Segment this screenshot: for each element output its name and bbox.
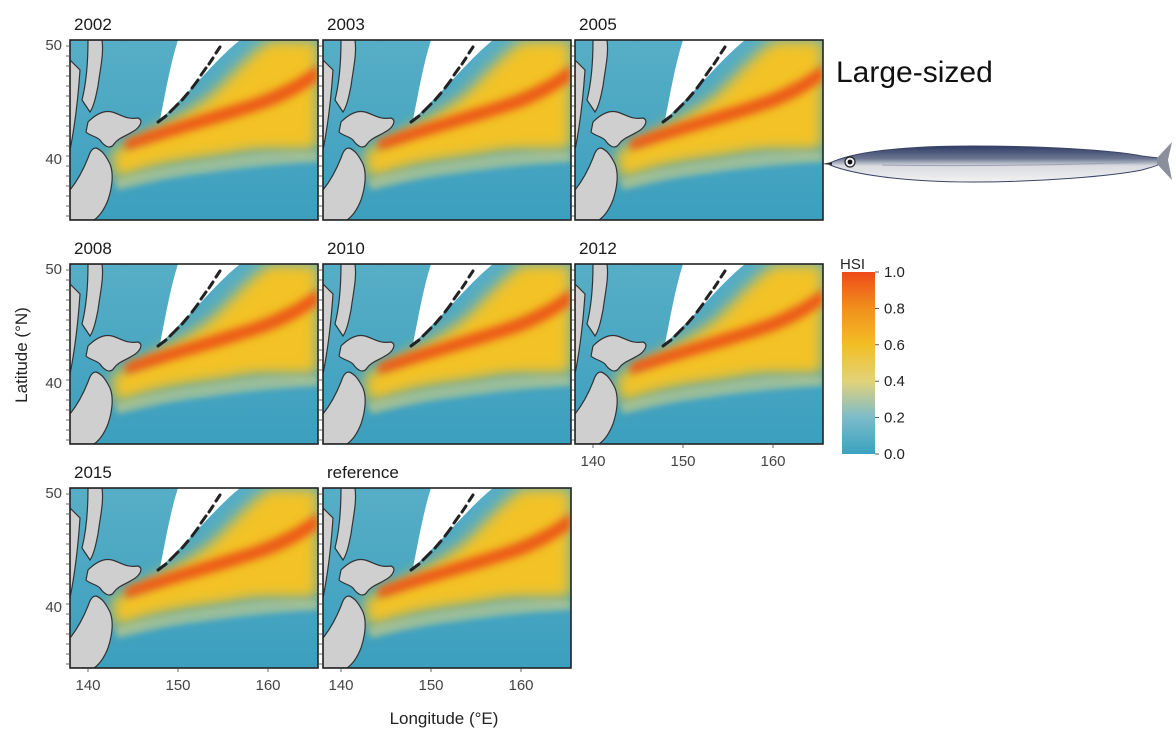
- species-label: Large-sized: [836, 56, 993, 89]
- colorbar-tick-label: 0.8: [884, 300, 905, 317]
- y-tick-label: 50: [45, 485, 62, 502]
- habitat-map: [70, 40, 318, 220]
- y-tick-label: 40: [45, 599, 62, 616]
- habitat-map: [323, 40, 571, 220]
- colorbar-title: HSI: [840, 256, 865, 273]
- panel-border: [69, 487, 319, 669]
- habitat-map: [70, 264, 318, 444]
- x-tick-label: 150: [418, 677, 443, 694]
- colorbar-tick-label: 0.4: [884, 373, 905, 390]
- x-axis-title: Longitude (°E): [390, 709, 499, 728]
- panel-border: [69, 263, 319, 445]
- panel-border: [322, 487, 572, 669]
- map-panel: 2003: [319, 15, 572, 221]
- y-tick-label: 40: [45, 375, 62, 392]
- map-panel: 2015 50 40 140 150 160: [45, 463, 319, 694]
- y-tick-label: 40: [45, 151, 62, 168]
- colorbar-tick-label: 0.2: [884, 410, 905, 427]
- panel-border: [69, 39, 319, 221]
- map-panel: 2005: [571, 15, 824, 221]
- x-tick-label: 140: [328, 677, 353, 694]
- habitat-map: [70, 488, 318, 668]
- panels-layer: 2002 50 40 2003 2005 2008 50 40 2010 2012 140 150 16…: [45, 15, 824, 694]
- panel-title: 2003: [327, 15, 365, 34]
- panel-title: 2012: [579, 239, 617, 258]
- panel-border: [322, 263, 572, 445]
- colorbar-ticks: 1.0 0.8 0.6 0.4 0.2 0.0: [875, 264, 905, 463]
- panel-border: [574, 39, 824, 221]
- y-tick-label: 50: [45, 37, 62, 54]
- habitat-map: [575, 40, 823, 220]
- saury-fish-icon: [822, 142, 1172, 183]
- panel-title: 2005: [579, 15, 617, 34]
- x-tick-label: 140: [75, 677, 100, 694]
- x-tick-label: 150: [165, 677, 190, 694]
- panel-title: 2008: [74, 239, 112, 258]
- x-tick-label: 150: [670, 453, 695, 470]
- colorbar-gradient: [842, 272, 875, 454]
- habitat-map: [323, 488, 571, 668]
- colorbar-tick-label: 1.0: [884, 264, 905, 281]
- map-panel: 2010: [319, 239, 572, 445]
- panel-title: reference: [327, 463, 399, 482]
- panel-title: 2010: [327, 239, 365, 258]
- y-axis-title: Latitude (°N): [12, 307, 31, 403]
- habitat-map: [575, 264, 823, 444]
- panel-title: 2015: [74, 463, 112, 482]
- colorbar: HSI 1.0 0.8 0.6 0.4 0.2 0.0: [840, 256, 905, 463]
- y-tick-label: 50: [45, 261, 62, 278]
- panel-border: [574, 263, 824, 445]
- x-tick-label: 140: [580, 453, 605, 470]
- x-tick-label: 160: [508, 677, 533, 694]
- colorbar-tick-label: 0.0: [884, 446, 905, 463]
- map-panel: 2008 50 40: [45, 239, 319, 445]
- x-tick-label: 160: [760, 453, 785, 470]
- colorbar-tick-label: 0.6: [884, 337, 905, 354]
- map-panel: reference 140 150 160: [319, 463, 572, 694]
- map-panel: 2002 50 40: [45, 15, 319, 221]
- map-panel: 2012 140 150 160: [571, 239, 824, 470]
- habitat-map: [323, 264, 571, 444]
- x-tick-label: 160: [255, 677, 280, 694]
- panel-title: 2002: [74, 15, 112, 34]
- panel-border: [322, 39, 572, 221]
